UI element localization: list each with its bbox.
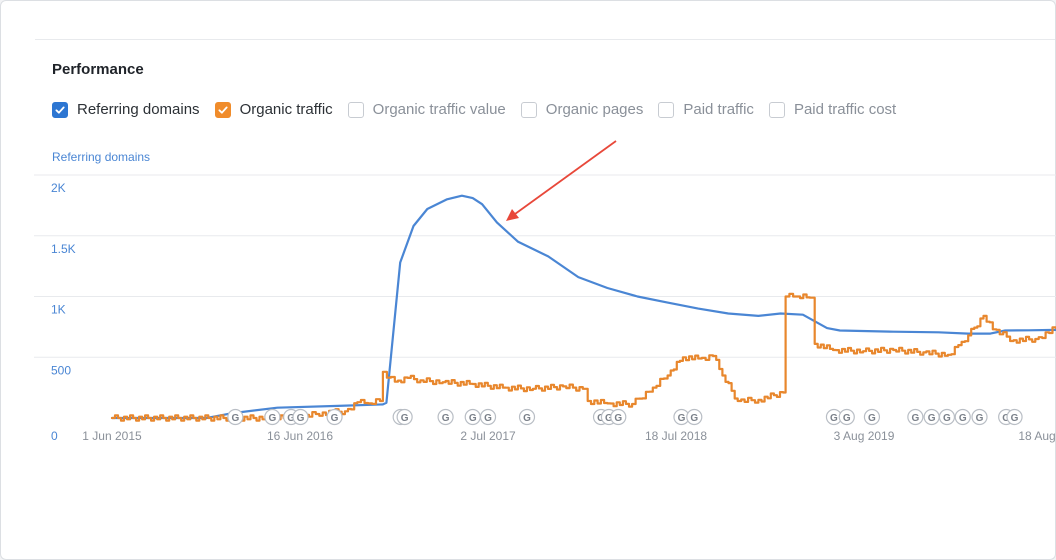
- google-icon-letter: G: [830, 413, 838, 424]
- google-icon-letter: G: [614, 413, 622, 424]
- google-update-marker: G: [481, 410, 496, 425]
- referring-domains-line: [112, 196, 1056, 418]
- x-tick-label: 1 Jun 2015: [82, 429, 142, 443]
- google-icon-letter: G: [401, 413, 409, 424]
- google-icon-letter: G: [442, 413, 450, 424]
- y-tick-label: 2K: [51, 181, 66, 195]
- google-icon-letter: G: [297, 413, 305, 424]
- y-tick-label: 1K: [51, 303, 66, 317]
- arrow-head: [506, 209, 519, 221]
- google-icon-letter: G: [268, 413, 276, 424]
- google-update-marker: G: [955, 410, 970, 425]
- google-icon-letter: G: [928, 413, 936, 424]
- google-icon-letter: G: [690, 413, 698, 424]
- annotation-arrow: [506, 141, 616, 221]
- x-tick-label: 18 Jul 2018: [645, 429, 707, 443]
- google-icon-letter: G: [868, 413, 876, 424]
- google-icon-letter: G: [469, 413, 477, 424]
- google-update-marker: G: [839, 410, 854, 425]
- google-icon-letter: G: [976, 413, 984, 424]
- arrow-shaft: [515, 141, 616, 214]
- google-update-marker: G: [265, 410, 280, 425]
- google-update-marker: G: [228, 410, 243, 425]
- google-icon-letter: G: [231, 413, 239, 424]
- google-update-marker: G: [465, 410, 480, 425]
- google-update-marker: G: [611, 410, 626, 425]
- google-icon-letter: G: [523, 413, 531, 424]
- y-tick-label: 0: [51, 429, 58, 443]
- google-icon-letter: G: [678, 413, 686, 424]
- google-update-marker: G: [924, 410, 939, 425]
- google-update-marker: G: [908, 410, 923, 425]
- google-icon-letter: G: [331, 413, 339, 424]
- google-update-marker: G: [520, 410, 535, 425]
- google-icon-letter: G: [943, 413, 951, 424]
- google-update-marker: G: [293, 410, 308, 425]
- google-icon-letter: G: [843, 413, 851, 424]
- google-update-marker: G: [438, 410, 453, 425]
- x-tick-label: 18 Aug 2020: [1018, 429, 1056, 443]
- x-tick-label: 16 Jun 2016: [267, 429, 333, 443]
- google-update-marker: G: [1007, 410, 1022, 425]
- y-tick-label: 500: [51, 363, 71, 377]
- google-icon-letter: G: [959, 413, 967, 424]
- google-update-marker: G: [972, 410, 987, 425]
- google-update-marker: G: [327, 410, 342, 425]
- google-update-marker: G: [939, 410, 954, 425]
- google-update-marker: G: [397, 410, 412, 425]
- google-icon-letter: G: [911, 413, 919, 424]
- google-icon-letter: G: [1011, 413, 1019, 424]
- google-icon-letter: G: [484, 413, 492, 424]
- x-tick-label: 2 Jul 2017: [460, 429, 516, 443]
- x-tick-label: 3 Aug 2019: [834, 429, 895, 443]
- google-update-marker: G: [687, 410, 702, 425]
- y-tick-label: 1.5K: [51, 242, 76, 256]
- google-update-marker: G: [864, 410, 879, 425]
